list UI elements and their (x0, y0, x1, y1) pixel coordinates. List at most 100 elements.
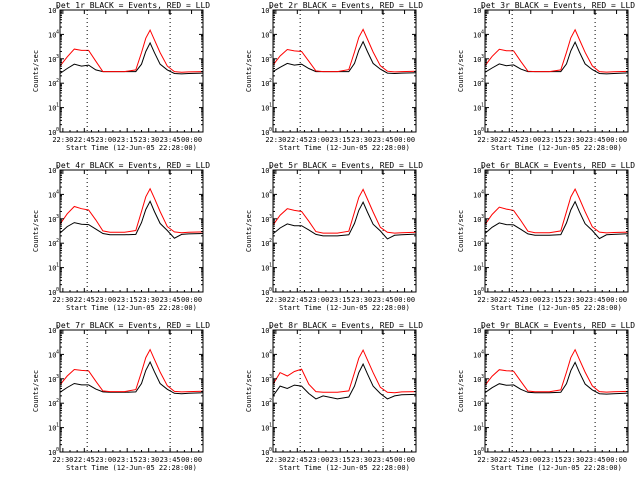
x-tick-label: 23:00 (308, 136, 329, 144)
y-tick-exponent: 4 (269, 29, 272, 35)
y-tick-label: 10 (473, 129, 481, 137)
y-tick-label: 10 (261, 265, 269, 273)
series-line-events (484, 41, 629, 75)
x-tick-label: 23:15 (330, 296, 351, 304)
y-tick-label: 10 (261, 216, 269, 224)
y-tick-label: 10 (48, 327, 56, 335)
x-tick-label: 23:30 (563, 296, 584, 304)
x-tick-label: 00:00 (181, 456, 202, 464)
y-tick-label: 10 (261, 425, 269, 433)
x-tick-label: 23:45 (585, 456, 606, 464)
y-tick-label: 10 (473, 400, 481, 408)
y-tick-label: 10 (473, 327, 481, 335)
y-tick-label: 10 (48, 191, 56, 199)
y-tick-label: 10 (48, 400, 56, 408)
x-tick-label: 22:45 (287, 136, 308, 144)
y-tick-exponent: 2 (56, 78, 59, 84)
plot-frame (272, 9, 417, 133)
series-line-events (272, 40, 417, 75)
x-tick-label: 23:00 (95, 136, 116, 144)
y-tick-exponent: 5 (481, 5, 484, 11)
series-line-events (272, 362, 417, 400)
series-line-lld (59, 187, 204, 234)
x-tick-label: 22:45 (499, 456, 520, 464)
y-tick-label: 10 (48, 449, 56, 457)
x-axis-title: Start Time (12-Jun-05 22:28:00) (66, 144, 197, 152)
series-line-lld (272, 188, 417, 234)
x-tick-label: 23:45 (373, 136, 394, 144)
panel-title: Det 1r BLACK = Events, RED = LLD (56, 1, 210, 10)
x-tick-label: 23:30 (563, 136, 584, 144)
x-tick-label: 23:00 (95, 456, 116, 464)
y-tick-exponent: 2 (269, 238, 272, 244)
x-tick-label: 23:30 (351, 456, 372, 464)
y-tick-exponent: 0 (481, 287, 484, 293)
x-tick-label: 23:45 (585, 296, 606, 304)
y-tick-exponent: 5 (481, 325, 484, 331)
detector-panel-6r: Det 6r BLACK = Events, RED = LLDL22:3022… (457, 161, 635, 312)
y-tick-label: 10 (261, 105, 269, 113)
y-tick-exponent: 3 (269, 54, 272, 60)
series-line-events (272, 201, 417, 240)
plot-frame (59, 9, 204, 133)
detector-panel-5r: Det 5r BLACK = Events, RED = LLDL22:3022… (245, 161, 423, 312)
y-tick-label: 10 (48, 129, 56, 137)
y-tick-exponent: 1 (269, 263, 272, 269)
y-axis-title: Counts/sec (457, 50, 465, 92)
y-tick-label: 10 (48, 376, 56, 384)
y-tick-label: 10 (48, 425, 56, 433)
y-tick-label: 10 (261, 56, 269, 64)
x-tick-label: 23:15 (117, 296, 138, 304)
x-tick-label: 23:45 (373, 456, 394, 464)
x-axis-title: Start Time (12-Jun-05 22:28:00) (279, 464, 410, 472)
series-line-lld (272, 28, 417, 73)
y-tick-exponent: 5 (56, 325, 59, 331)
y-tick-exponent: 0 (269, 447, 272, 453)
series-line-lld (59, 348, 204, 393)
y-tick-label: 10 (473, 80, 481, 88)
y-tick-label: 10 (261, 167, 269, 175)
y-tick-exponent: 1 (56, 103, 59, 109)
detector-panel-9r: Det 9r BLACK = Events, RED = LLDL22:3022… (457, 321, 635, 472)
y-tick-exponent: 4 (269, 189, 272, 195)
x-tick-label: 23:00 (520, 136, 541, 144)
x-axis-title: Start Time (12-Jun-05 22:28:00) (66, 464, 197, 472)
y-tick-label: 10 (261, 351, 269, 359)
y-tick-label: 10 (261, 31, 269, 39)
x-tick-label: 22:30 (52, 136, 73, 144)
x-tick-label: 23:45 (160, 296, 181, 304)
y-tick-exponent: 1 (481, 263, 484, 269)
y-tick-label: 10 (48, 7, 56, 15)
y-tick-label: 10 (48, 167, 56, 175)
y-tick-label: 10 (473, 289, 481, 297)
y-tick-exponent: 5 (56, 5, 59, 11)
y-tick-label: 10 (473, 7, 481, 15)
x-tick-label: 22:30 (477, 296, 498, 304)
y-tick-label: 10 (48, 105, 56, 113)
x-tick-label: 23:45 (585, 136, 606, 144)
y-tick-label: 10 (48, 31, 56, 39)
x-tick-label: 23:30 (138, 456, 159, 464)
y-tick-exponent: 1 (481, 423, 484, 429)
y-tick-exponent: 4 (481, 189, 484, 195)
y-tick-label: 10 (261, 191, 269, 199)
y-tick-exponent: 4 (56, 29, 59, 35)
y-tick-exponent: 4 (56, 349, 59, 355)
series-line-lld (484, 348, 629, 393)
x-axis-title: Start Time (12-Jun-05 22:28:00) (491, 144, 622, 152)
y-tick-exponent: 5 (481, 165, 484, 171)
y-axis-title: Counts/sec (245, 210, 253, 252)
y-tick-label: 10 (473, 265, 481, 273)
y-tick-exponent: 3 (56, 54, 59, 60)
x-tick-label: 23:15 (542, 456, 563, 464)
series-line-events (59, 41, 204, 75)
y-tick-label: 10 (473, 216, 481, 224)
y-tick-exponent: 1 (269, 103, 272, 109)
y-tick-exponent: 2 (481, 398, 484, 404)
x-axis-title: Start Time (12-Jun-05 22:28:00) (491, 464, 622, 472)
x-tick-label: 22:45 (74, 136, 95, 144)
detector-panel-1r: Det 1r BLACK = Events, RED = LLDL22:3022… (32, 1, 210, 152)
x-tick-label: 22:45 (499, 296, 520, 304)
y-tick-exponent: 4 (481, 349, 484, 355)
x-tick-label: 23:15 (330, 136, 351, 144)
